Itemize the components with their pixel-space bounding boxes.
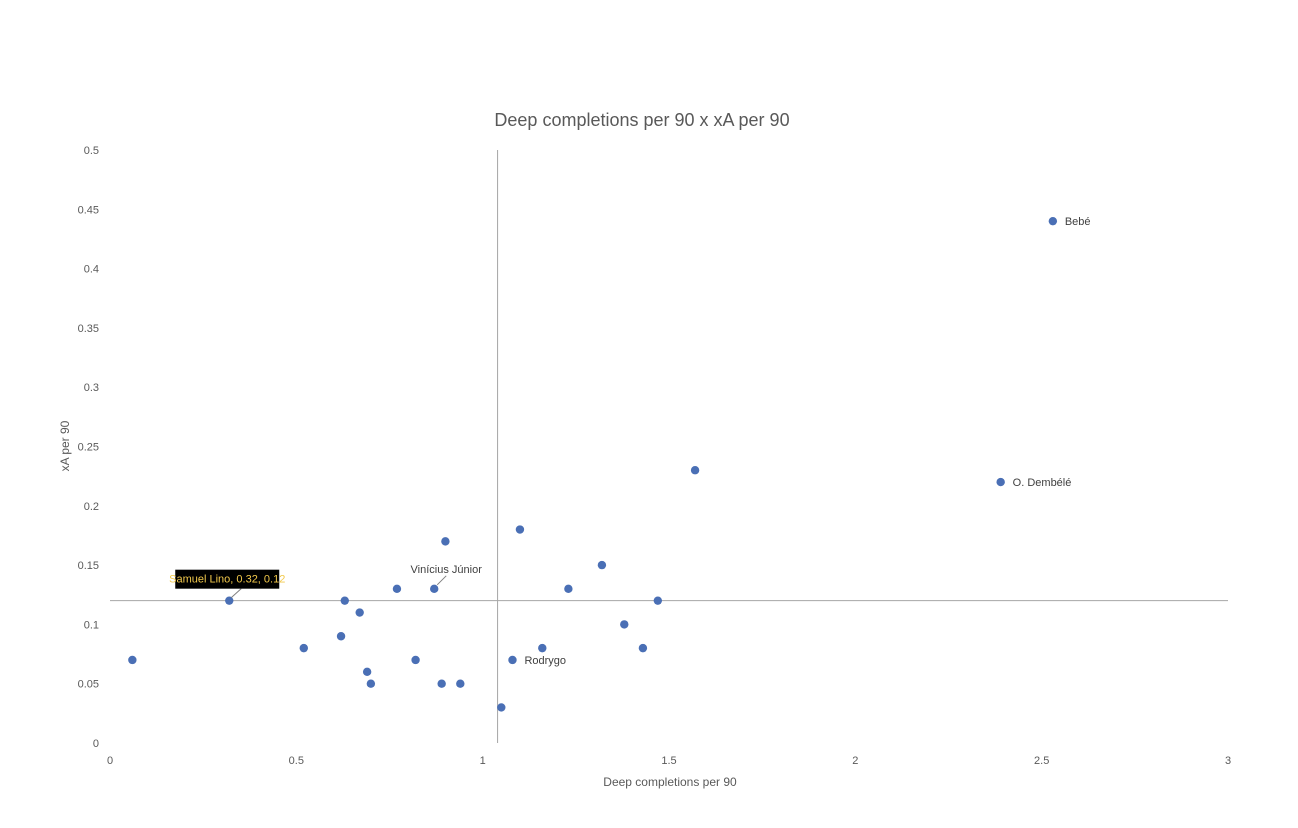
- point-label: Bebé: [1065, 216, 1091, 228]
- y-tick-label: 0.35: [78, 323, 99, 335]
- y-tick-label: 0.1: [84, 619, 99, 631]
- scatter-point: [336, 632, 346, 641]
- scatter-point: [362, 667, 372, 677]
- scatter-point: [597, 560, 607, 570]
- scatter-point: [456, 679, 465, 688]
- scatter-point: [515, 525, 525, 534]
- reference-lines: [110, 150, 1228, 743]
- x-tick-label: 0.5: [289, 755, 304, 767]
- scatter-point: [996, 477, 1005, 487]
- scatter-point: [638, 643, 648, 653]
- scatter-point: [430, 584, 439, 594]
- x-axis-ticks: 0 0.5 1 1.5 2 2.5 3: [107, 755, 1231, 767]
- scatter-point: [392, 584, 402, 594]
- point-labels: Samuel Lino, 0.32, 0.12 Vinícius Júnior Ro…: [169, 216, 1090, 667]
- y-tick-label: 0.15: [78, 560, 99, 572]
- y-tick-label: 0.05: [78, 679, 99, 691]
- scatter-point: [620, 620, 629, 629]
- point-label: Vinícius Júnior: [411, 564, 483, 576]
- x-tick-label: 1.5: [661, 755, 676, 767]
- scatter-point: [225, 596, 234, 605]
- scatter-point: [340, 596, 349, 605]
- scatter-point: [538, 643, 547, 653]
- y-tick-label: 0.2: [84, 501, 99, 513]
- scatter-point: [441, 537, 450, 546]
- y-axis-ticks: 0 0.05 0.1 0.15 0.2 0.25 0.3 0.35 0.4 0.45 0.5: [78, 145, 99, 750]
- scatter-point: [690, 466, 700, 475]
- chart-title: Deep completions per 90 x xA per 90: [494, 110, 789, 130]
- scatter-point: [497, 703, 506, 712]
- scatter-point: [437, 679, 446, 688]
- scatter-point: [355, 608, 364, 617]
- leader-line: [230, 588, 242, 599]
- x-axis-label: Deep completions per 90: [603, 775, 737, 789]
- y-tick-label: 0.25: [78, 442, 99, 454]
- x-tick-label: 2.5: [1034, 755, 1049, 767]
- x-tick-label: 3: [1225, 755, 1231, 767]
- scatter-point: [508, 655, 517, 665]
- y-tick-label: 0: [93, 738, 99, 750]
- scatter-point: [128, 655, 137, 665]
- y-tick-label: 0.4: [84, 264, 99, 276]
- x-tick-label: 2: [852, 755, 858, 767]
- scatter-point: [1048, 216, 1058, 226]
- x-tick-label: 0: [107, 755, 113, 767]
- scatter-point: [411, 655, 420, 665]
- scatter-point: [366, 679, 376, 688]
- scatter-point: [564, 584, 573, 594]
- data-points: [128, 216, 1058, 712]
- scatter-point: [299, 643, 308, 653]
- leader-line: [436, 575, 447, 586]
- callout-label: Samuel Lino, 0.32, 0.12: [169, 574, 285, 586]
- scatter-point: [653, 596, 663, 605]
- point-label: O. Dembélé: [1013, 477, 1072, 489]
- y-tick-label: 0.3: [84, 382, 99, 394]
- y-tick-label: 0.5: [84, 145, 99, 157]
- point-label: Rodrygo: [524, 655, 566, 667]
- x-tick-label: 1: [480, 755, 486, 767]
- callout-box: [175, 569, 280, 589]
- y-axis-label: xA per 90: [58, 420, 72, 471]
- y-tick-label: 0.45: [78, 204, 99, 216]
